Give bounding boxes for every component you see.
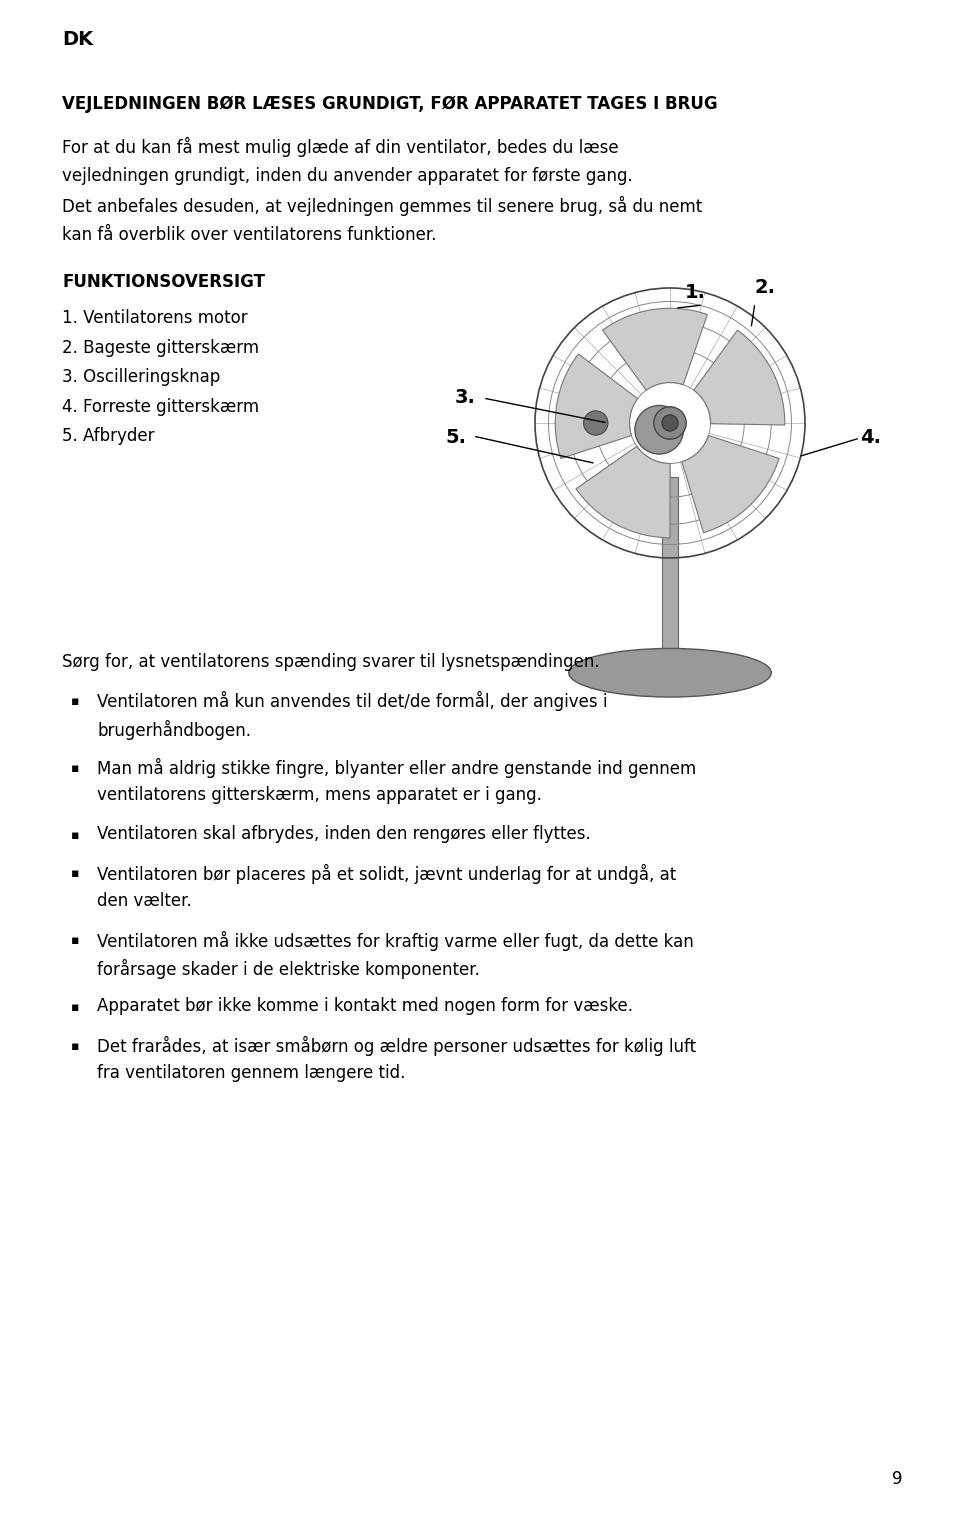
- Text: 5.: 5.: [445, 428, 466, 446]
- Text: VEJLEDNINGEN BØR LÆSES GRUNDIGT, FØR APPARATET TAGES I BRUG: VEJLEDNINGEN BØR LÆSES GRUNDIGT, FØR APP…: [62, 95, 718, 113]
- Text: FUNKTIONSOVERSIGT: FUNKTIONSOVERSIGT: [62, 272, 265, 290]
- Text: ▪: ▪: [70, 1039, 79, 1053]
- Text: Ventilatoren må ikke udsættes for kraftig varme eller fugt, da dette kan: Ventilatoren må ikke udsættes for krafti…: [97, 930, 694, 950]
- Circle shape: [661, 415, 678, 431]
- Text: ▪: ▪: [70, 935, 79, 947]
- Text: Ventilatoren må kun anvendes til det/de formål, der angives i: Ventilatoren må kun anvendes til det/de …: [97, 691, 608, 711]
- Text: 9: 9: [892, 1471, 902, 1487]
- Text: kan få overblik over ventilatorens funktioner.: kan få overblik over ventilatorens funkt…: [62, 225, 437, 244]
- Text: 1.: 1.: [685, 283, 706, 303]
- Text: den vælter.: den vælter.: [97, 893, 192, 909]
- Ellipse shape: [568, 649, 771, 697]
- Text: fra ventilatoren gennem længere tid.: fra ventilatoren gennem længere tid.: [97, 1065, 406, 1082]
- Circle shape: [635, 405, 684, 454]
- Text: Ventilatoren bør placeres på et solidt, jævnt underlag for at undgå, at: Ventilatoren bør placeres på et solidt, …: [97, 864, 677, 884]
- Text: DK: DK: [62, 30, 93, 48]
- Text: 2. Bageste gitterskærm: 2. Bageste gitterskærm: [62, 339, 259, 357]
- Text: forårsage skader i de elektriske komponenter.: forårsage skader i de elektriske kompone…: [97, 959, 480, 979]
- Text: 4.: 4.: [860, 428, 881, 446]
- Wedge shape: [576, 446, 670, 537]
- Text: 3.: 3.: [455, 387, 476, 407]
- Text: For at du kan få mest mulig glæde af din ventilator, bedes du læse: For at du kan få mest mulig glæde af din…: [62, 138, 619, 157]
- Text: ▪: ▪: [70, 694, 79, 708]
- Text: Man må aldrig stikke fingre, blyanter eller andre genstande ind gennem: Man må aldrig stikke fingre, blyanter el…: [97, 758, 697, 778]
- Text: Ventilatoren skal afbrydes, inden den rengøres eller flyttes.: Ventilatoren skal afbrydes, inden den re…: [97, 825, 591, 843]
- Text: brugerhåndbogen.: brugerhåndbogen.: [97, 720, 252, 740]
- Text: 1. Ventilatorens motor: 1. Ventilatorens motor: [62, 309, 248, 327]
- Text: vejledningen grundigt, inden du anvender apparatet for første gang.: vejledningen grundigt, inden du anvender…: [62, 166, 634, 185]
- Wedge shape: [603, 309, 708, 390]
- Text: 2.: 2.: [755, 278, 776, 297]
- Text: ▪: ▪: [70, 1002, 79, 1015]
- Text: Det anbefales desuden, at vejledningen gemmes til senere brug, så du nemt: Det anbefales desuden, at vejledningen g…: [62, 197, 703, 216]
- Wedge shape: [694, 330, 784, 425]
- Wedge shape: [555, 354, 637, 458]
- Circle shape: [584, 412, 608, 436]
- Text: ▪: ▪: [70, 763, 79, 775]
- FancyBboxPatch shape: [661, 477, 678, 673]
- Text: ▪: ▪: [70, 829, 79, 843]
- Text: ventilatorens gitterskærm, mens apparatet er i gang.: ventilatorens gitterskærm, mens apparate…: [97, 787, 542, 805]
- Text: Det frarådes, at især småbørn og ældre personer udsættes for kølig luft: Det frarådes, at især småbørn og ældre p…: [97, 1036, 697, 1056]
- Wedge shape: [682, 436, 780, 533]
- Text: Sørg for, at ventilatorens spænding svarer til lysnetspændingen.: Sørg for, at ventilatorens spænding svar…: [62, 654, 600, 670]
- Text: ▪: ▪: [70, 867, 79, 881]
- Text: Apparatet bør ikke komme i kontakt med nogen form for væske.: Apparatet bør ikke komme i kontakt med n…: [97, 997, 634, 1015]
- Text: 3. Oscilleringsknap: 3. Oscilleringsknap: [62, 368, 221, 386]
- Text: 4. Forreste gitterskærm: 4. Forreste gitterskærm: [62, 398, 259, 416]
- Text: 5. Afbryder: 5. Afbryder: [62, 427, 155, 445]
- Circle shape: [654, 407, 686, 439]
